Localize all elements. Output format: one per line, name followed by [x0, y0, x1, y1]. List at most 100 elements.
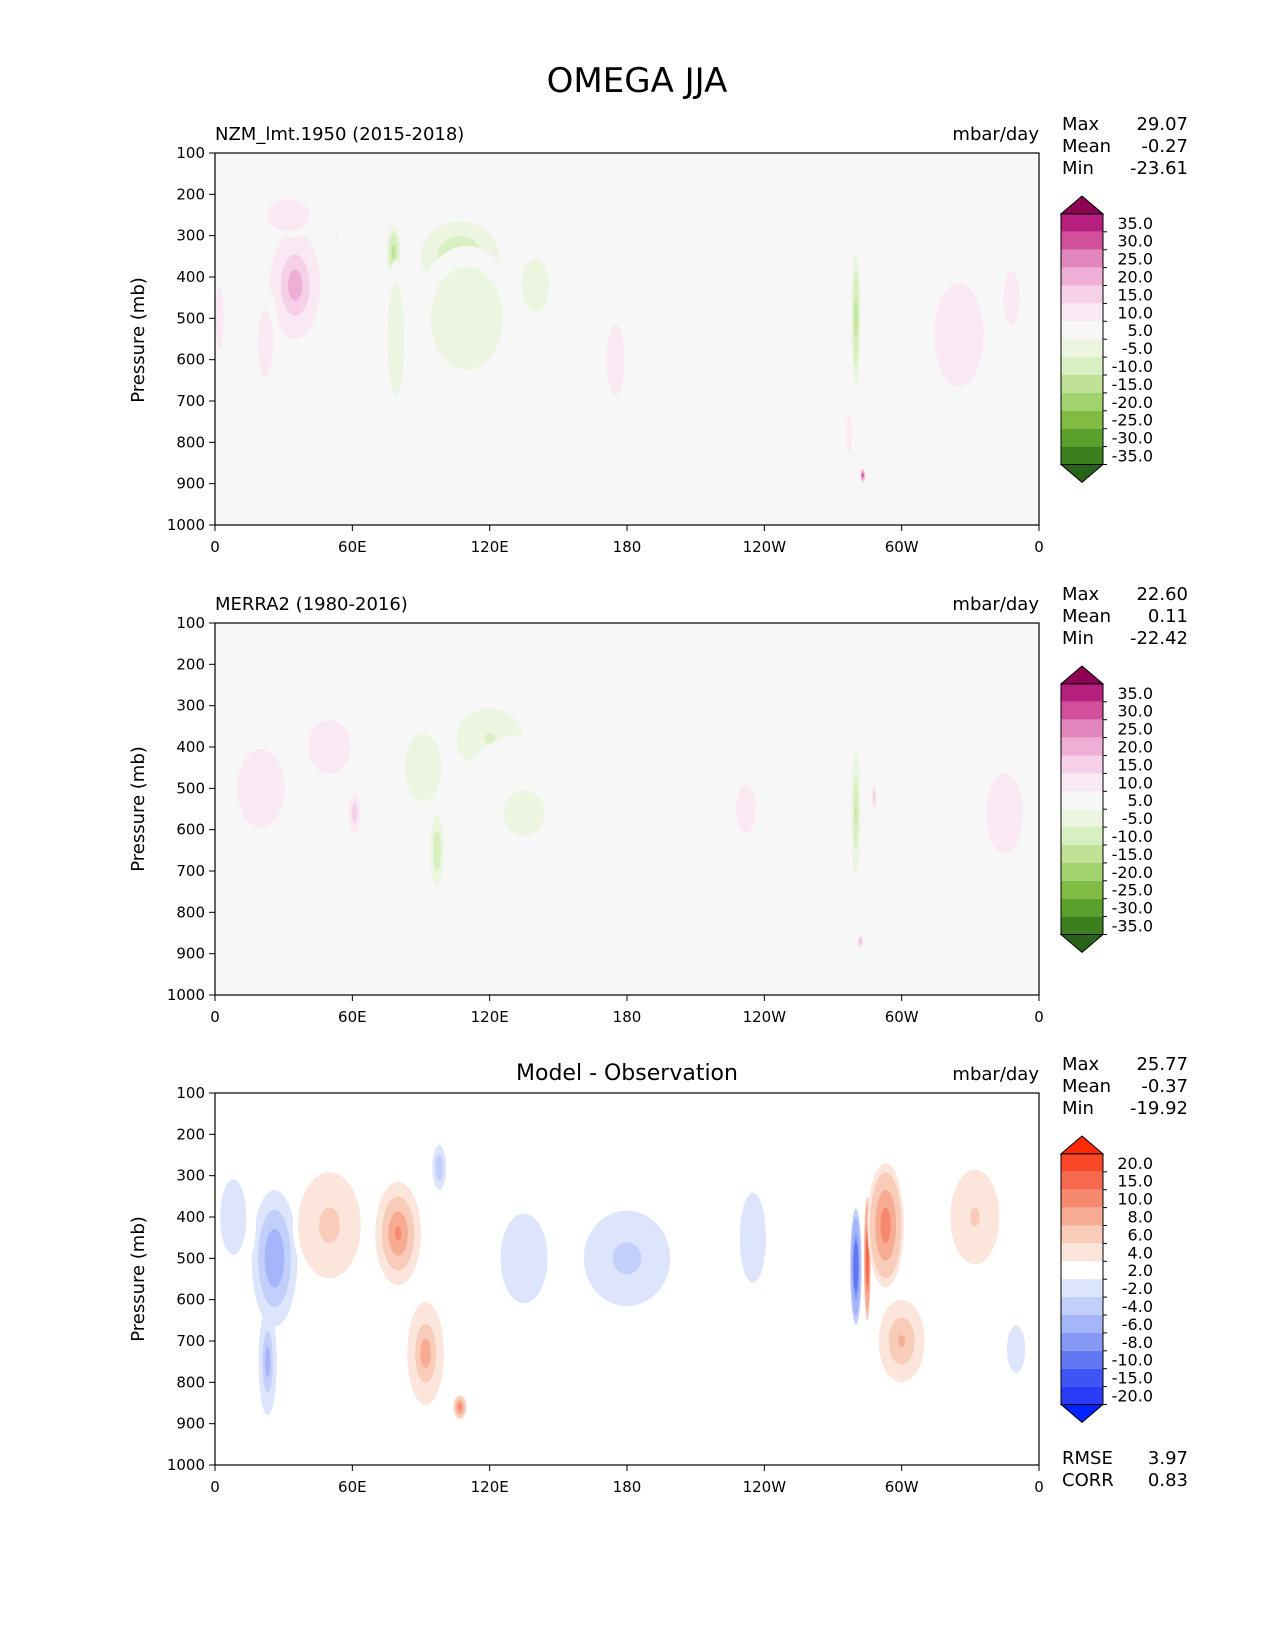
colorbar: 35.030.025.020.015.010.05.0-5.0-10.0-15.…: [1059, 665, 1153, 954]
colorbar-arrow-top: [1059, 665, 1105, 685]
stat-label: Mean: [1062, 1076, 1111, 1097]
colorbar-label: -30.0: [1112, 429, 1153, 448]
y-tick-label: 400: [176, 738, 205, 756]
contour-blob: [749, 1226, 757, 1249]
x-tick-label: 120W: [743, 1008, 787, 1026]
colorbar-segment: [1061, 213, 1103, 232]
contour-blob: [458, 1405, 461, 1410]
y-tick-label: 300: [176, 227, 205, 245]
contour-blob: [263, 334, 268, 352]
colorbar-segment: [1061, 880, 1103, 899]
y-tick-label: 700: [176, 392, 205, 410]
y-tick-label: 800: [176, 903, 205, 921]
colorbar-segment: [1061, 1386, 1103, 1405]
stat-label: Min: [1062, 628, 1094, 649]
contour-blob: [230, 1207, 237, 1227]
x-tick-label: 60W: [885, 1008, 919, 1026]
colorbar-label: 8.0: [1128, 1208, 1153, 1227]
contour-blob: [530, 276, 541, 295]
stat-label: Max: [1062, 1054, 1100, 1075]
colorbar-segment: [1061, 1243, 1103, 1262]
colorbar-segment: [1061, 755, 1103, 774]
colorbar-segment: [1061, 446, 1103, 465]
colorbar-segment: [1061, 898, 1103, 917]
x-tick-label: 120W: [743, 1478, 787, 1496]
colorbar-label: 20.0: [1117, 1154, 1153, 1173]
colorbar-segment: [1061, 375, 1103, 393]
contour-blob: [953, 324, 964, 346]
y-tick-label: 900: [176, 945, 205, 963]
contour-blob: [283, 211, 293, 219]
x-tick-label: 180: [613, 1008, 642, 1026]
contour-blob: [742, 801, 750, 817]
contour-blob: [861, 473, 864, 478]
y-tick-label: 600: [176, 821, 205, 839]
contour-blob: [438, 1164, 441, 1171]
colorbar-label: 10.0: [1117, 1190, 1153, 1209]
y-tick-label: 900: [176, 475, 205, 493]
colorbar: 20.015.010.08.06.04.02.0-2.0-4.0-6.0-8.0…: [1059, 1135, 1153, 1424]
colorbar-label: 35.0: [1117, 214, 1153, 233]
stat-value: -19.92: [1130, 1098, 1188, 1119]
contour-blob: [419, 760, 427, 775]
colorbar-label: 5.0: [1128, 321, 1153, 340]
contour-blob: [484, 733, 496, 744]
colorbar-arrow-bottom: [1059, 1404, 1105, 1424]
stat-label: Min: [1062, 158, 1094, 179]
x-axis-ticks: 0 60E 120E 180 120W 60W 0: [210, 1465, 1044, 1496]
colorbar-label: -25.0: [1112, 881, 1153, 900]
y-tick-label: 300: [176, 697, 205, 715]
panel-left-title: NZM_lmt.1950 (2015-2018): [215, 124, 464, 145]
colorbar: 35.030.025.020.015.010.05.0-5.0-10.0-15.…: [1059, 195, 1153, 484]
colorbar-label: 15.0: [1117, 1172, 1153, 1191]
x-tick-label: 60E: [338, 1008, 367, 1026]
y-tick-label: 700: [176, 1332, 205, 1350]
contour-features: [215, 1144, 1033, 1420]
extra-stat-label: RMSE: [1062, 1448, 1113, 1469]
colorbar-segment: [1061, 719, 1103, 738]
contour-blob: [422, 1346, 429, 1361]
contour-blob: [859, 939, 862, 944]
colorbar-label: 25.0: [1117, 250, 1153, 269]
x-tick-label: 120E: [471, 538, 509, 556]
stat-value: -22.42: [1130, 628, 1188, 649]
colorbar-segment: [1061, 267, 1103, 286]
colorbar-segment: [1061, 1189, 1103, 1208]
y-tick-label: 800: [176, 433, 205, 451]
y-tick-label: 100: [176, 1084, 205, 1102]
colorbar-segment: [1061, 1368, 1103, 1387]
x-tick-label: 0: [210, 1478, 220, 1496]
y-tick-label: 600: [176, 1291, 205, 1309]
colorbar-label: 2.0: [1128, 1261, 1153, 1280]
y-tick-label: 1000: [167, 516, 205, 534]
contour-blob: [335, 233, 338, 239]
contour-blob: [394, 1226, 402, 1241]
y-axis-ticks: 100 200 300 400 500 600 700 800 900 1000: [167, 1084, 215, 1474]
colorbar-segment: [1061, 809, 1103, 828]
contour-blob: [266, 1353, 269, 1370]
colorbar-label: 30.0: [1117, 232, 1153, 251]
x-axis-ticks: 0 60E 120E 180 120W 60W 0: [210, 995, 1044, 1026]
panel-merra2: MERRA2 (1980-2016) mbar/day Pressure (mb…: [128, 584, 1188, 1026]
x-tick-label: 120E: [471, 1478, 509, 1496]
extra-stat-value: 3.97: [1148, 1448, 1188, 1469]
colorbar-segment: [1061, 303, 1103, 322]
contour-blob: [873, 794, 875, 799]
x-tick-label: 60E: [338, 538, 367, 556]
stat-value: -0.27: [1141, 136, 1188, 157]
colorbar-label: -10.0: [1112, 827, 1153, 846]
colorbar-label: -5.0: [1122, 339, 1153, 358]
contour-features: [215, 192, 1030, 483]
stat-label: Mean: [1062, 606, 1111, 627]
colorbar-label: 4.0: [1128, 1243, 1153, 1262]
colorbar-label: -6.0: [1122, 1315, 1153, 1334]
x-tick-label: 180: [613, 1478, 642, 1496]
colorbar-segment: [1061, 1225, 1103, 1244]
colorbar-label: 15.0: [1117, 755, 1153, 774]
colorbar-label: 10.0: [1117, 773, 1153, 792]
colorbar-segment: [1061, 791, 1103, 810]
y-tick-label: 500: [176, 309, 205, 327]
panel-units: mbar/day: [952, 594, 1039, 615]
x-tick-label: 120E: [471, 1008, 509, 1026]
